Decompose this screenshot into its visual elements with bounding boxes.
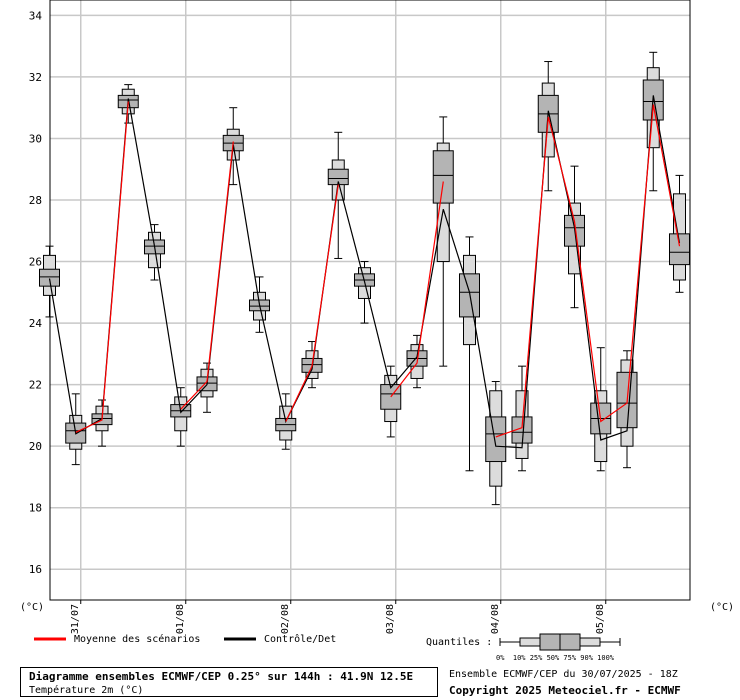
- box-inner-25-75: [669, 233, 690, 266]
- x-date-label: 02/08: [280, 604, 291, 634]
- y-tick-label: 30: [29, 132, 42, 145]
- legend-quantile-box: [499, 633, 621, 651]
- footer-subtitle: Température 2m (°C): [29, 685, 144, 696]
- legend-quantiles-label: Quantiles :: [426, 637, 492, 648]
- box-inner-25-75: [432, 150, 454, 204]
- footer-copyright: Copyright 2025 Meteociel.fr - ECMWF: [449, 684, 681, 697]
- ensemble-box: [669, 174, 690, 293]
- x-date-label: 04/08: [490, 604, 501, 634]
- y-tick-label: 32: [29, 71, 42, 84]
- y-tick-label: 34: [29, 9, 43, 22]
- y-tick-label: 28: [29, 194, 42, 207]
- legend-quantile-ticks: 0% 10% 25% 50% 75% 90% 100%: [496, 654, 615, 662]
- box-inner-25-75: [39, 268, 60, 287]
- series-line-det: [48, 95, 681, 449]
- series-lines: [48, 95, 681, 449]
- ensemble-boxes: [39, 51, 690, 506]
- x-date-label: 31/07: [70, 604, 81, 634]
- x-axis-date-labels: 31/07 01/08 02/08 03/08 04/08 05/08: [70, 600, 607, 634]
- box-inner-25-75: [485, 416, 507, 463]
- footer-title-box: Diagramme ensembles ECMWF/CEP 0.25° sur …: [20, 667, 438, 697]
- ensemble-box: [39, 245, 60, 318]
- footer-title: Diagramme ensembles ECMWF/CEP 0.25° sur …: [29, 670, 414, 683]
- y-axis-ticks: 16 18 20 22 24 26 28 30 32 34: [29, 9, 43, 576]
- ensemble-box: [590, 347, 612, 472]
- ensemble-box: [432, 116, 454, 367]
- y-tick-label: 16: [29, 563, 42, 576]
- y-unit-left: (°C): [20, 602, 44, 613]
- legend-det-label: Contrôle/Det: [264, 633, 336, 645]
- ensemble-box: [327, 131, 349, 259]
- x-date-label: 03/08: [385, 604, 396, 634]
- ensemble-box: [380, 365, 402, 438]
- ensemble-box: [485, 381, 507, 506]
- y-tick-label: 26: [29, 256, 42, 269]
- legend-mean-label: Moyenne des scénarios: [74, 633, 200, 645]
- footer-run-info: Ensemble ECMWF/CEP du 30/07/2025 - 18Z: [449, 669, 678, 680]
- y-tick-label: 20: [29, 440, 42, 453]
- y-tick-label: 22: [29, 379, 42, 392]
- x-date-label: 05/08: [595, 604, 606, 634]
- y-unit-right: (°C): [710, 602, 734, 613]
- legend: Moyenne des scénarios Contrôle/Det Quant…: [34, 633, 621, 662]
- x-date-label: 01/08: [175, 604, 186, 634]
- y-tick-label: 18: [29, 502, 42, 515]
- y-tick-label: 24: [29, 317, 43, 330]
- series-line-mean: [75, 101, 681, 438]
